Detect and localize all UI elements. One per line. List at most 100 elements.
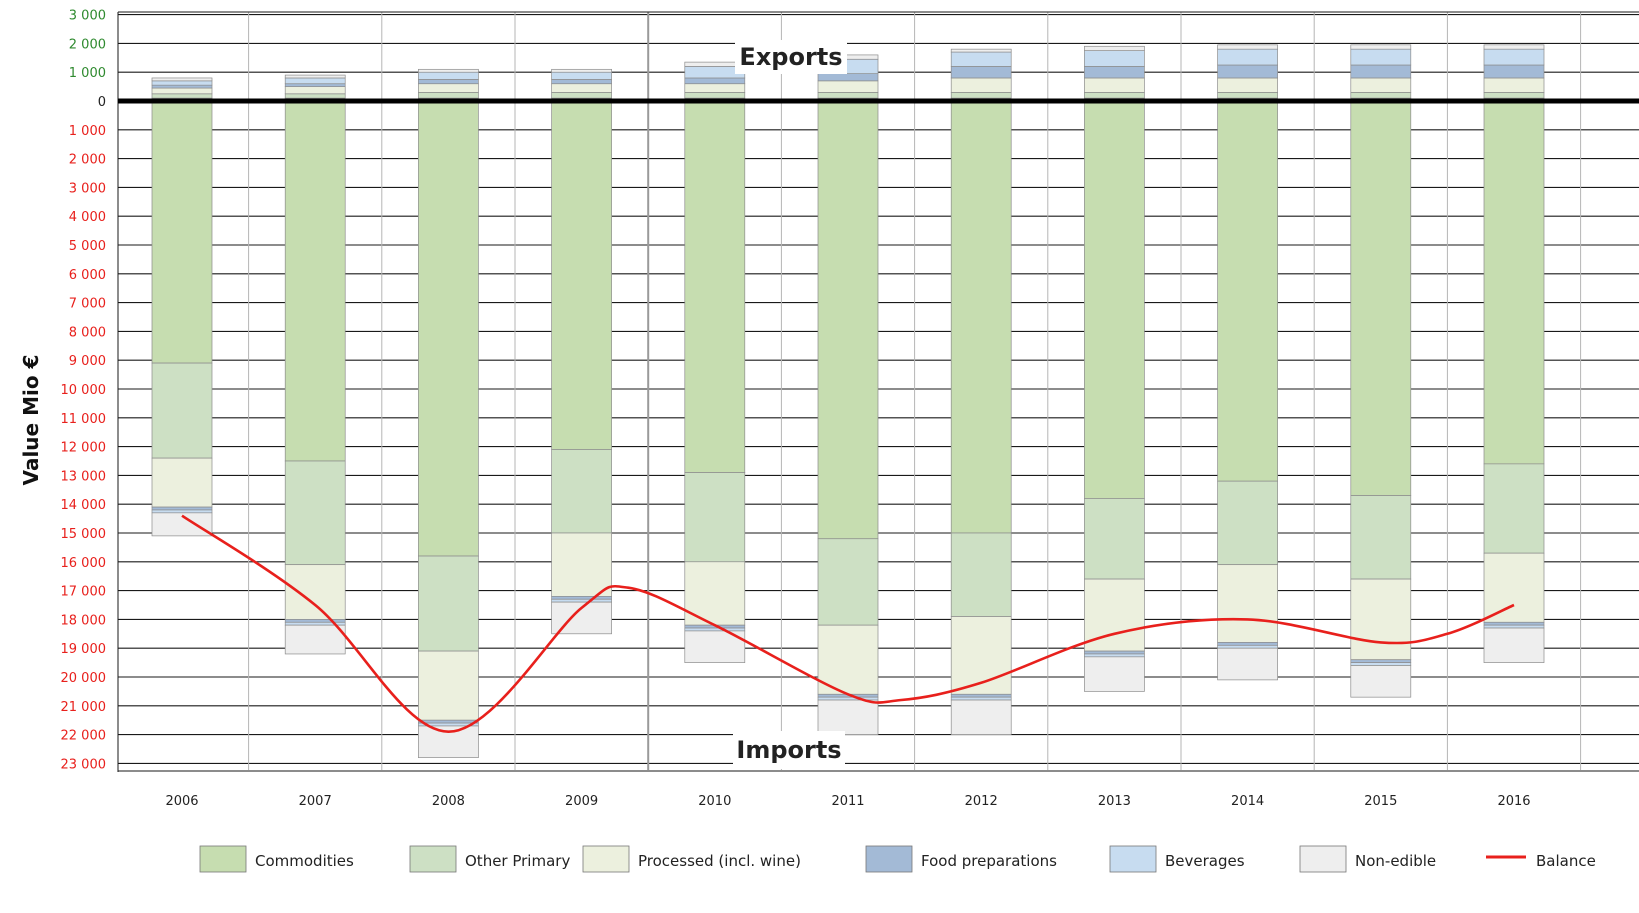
bar-export-segment [1084,77,1145,93]
y-tick-label: 18 000 [61,613,107,628]
bar-export-segment [1483,92,1545,99]
bar-export-segment [151,93,213,99]
legend-swatch [1109,845,1157,873]
y-tick-label: 14 000 [61,498,107,513]
bar-import-segment [1084,100,1145,499]
y-tick-label: 2 000 [69,153,106,168]
bar-export-segment [151,80,213,86]
bar-import-segment [1217,642,1278,646]
bar-import-segment [950,532,1012,617]
bar-import-segment [817,699,879,735]
bar-export-segment [817,73,879,82]
legend-swatch [199,845,247,873]
legend-swatch [865,845,913,873]
bar-export-segment [1483,64,1545,79]
bar-export-segment [1084,50,1145,67]
y-tick-label: 22 000 [61,729,107,744]
bar-import-segment [1084,650,1145,655]
bar-import-segment [151,362,213,459]
imports-annotation: Imports [736,736,841,764]
x-tick-label: 2010 [698,794,731,809]
y-tick-label: 3 000 [69,181,106,196]
legend-label: Processed (incl. wine) [638,852,801,870]
bar-export-segment [418,71,479,80]
y-tick-label: 21 000 [61,700,107,715]
bar-import-segment [551,449,612,534]
bar-import-segment [817,696,879,701]
x-tick-label: 2014 [1231,794,1264,809]
bar-export-segment [950,92,1012,99]
bar-export-segment [1217,77,1278,93]
x-tick-label: 2015 [1364,794,1397,809]
y-tick-label: 5 000 [69,239,106,254]
bar-import-segment [1217,100,1278,482]
balance-layer [181,514,1515,734]
bar-export-segment [684,77,746,85]
x-tick-label: 2013 [1098,794,1131,809]
bar-export-segment [1483,44,1545,50]
bar-import-segment [684,100,746,473]
bar-import-segment [151,509,213,514]
legend-swatch [582,845,630,873]
legend-label: Beverages [1165,852,1245,870]
bar-export-segment [551,79,612,85]
imports-label-bg [733,731,845,769]
bar-layer [151,44,1545,758]
bar-export-segment [1350,64,1412,79]
y-tick-label: 10 000 [61,383,107,398]
y-tick-label: 7 000 [69,297,106,312]
bar-import-segment [1483,100,1545,465]
bar-export-segment [950,48,1012,53]
bar-export-segment [551,68,612,73]
bar-export-segment [684,92,746,99]
y-tick-label: 13 000 [61,469,107,484]
bar-export-segment [284,77,346,85]
bar-import-segment [284,619,346,623]
y-tick-label: 3 000 [69,9,106,24]
bar-import-segment [950,616,1012,695]
bar-export-segment [284,93,346,99]
bar-export-segment [284,74,346,79]
legend-label: Commodities [255,852,354,870]
bar-import-segment [1350,662,1412,666]
bar-export-segment [151,84,213,89]
x-tick-label: 2009 [565,794,598,809]
legend-label: Balance [1536,852,1596,870]
bar-export-segment [284,86,346,95]
bar-import-segment [1084,653,1145,658]
bar-import-segment [1217,644,1278,649]
bar-import-segment [418,100,479,557]
legend-label: Non-edible [1355,852,1436,870]
axis-layer [117,11,1639,772]
bar-import-segment [1217,480,1278,566]
bar-export-segment [1350,92,1412,99]
bar-export-segment [418,92,479,99]
y-tick-label: 23 000 [61,757,107,772]
bar-export-segment [418,83,479,93]
bar-export-segment [551,71,612,80]
bar-import-segment [418,719,479,724]
bar-export-segment [1217,92,1278,99]
bar-import-segment [1217,564,1278,643]
bar-import-segment [1483,552,1545,623]
x-tick-label: 2007 [299,794,332,809]
bar-export-segment [551,92,612,99]
x-tick-label: 2016 [1497,794,1530,809]
bar-export-segment [551,83,612,93]
bar-import-segment [551,596,612,600]
bar-export-segment [950,77,1012,93]
bar-import-segment [418,555,479,652]
y-tick-label: 4 000 [69,210,106,225]
bar-import-segment [1350,100,1412,496]
x-tick-label: 2008 [432,794,465,809]
bar-export-segment [1084,92,1145,99]
bar-import-segment [1483,624,1545,629]
bar-import-segment [1084,498,1145,580]
bar-export-segment [950,51,1012,67]
y-tick-label: 19 000 [61,642,107,657]
bar-export-segment [1483,48,1545,66]
bar-import-segment [1483,463,1545,554]
y-tick-label: 17 000 [61,585,107,600]
bar-export-segment [1350,48,1412,66]
